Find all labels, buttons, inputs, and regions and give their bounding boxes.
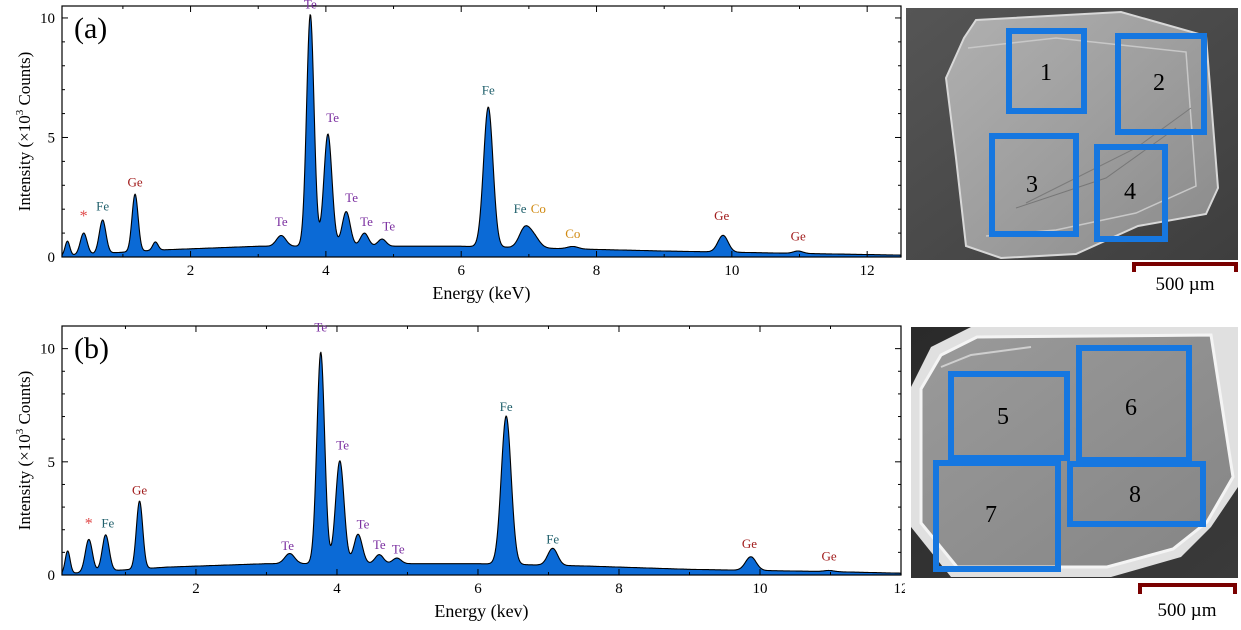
analysis-region-box [1067,461,1206,527]
x-tick-label: 10 [724,263,739,279]
region-label: 6 [1125,395,1137,421]
peak-label-ge: Ge [791,228,806,243]
x-tick-label: 12 [894,581,906,597]
y-axis-label: Intensity (×103 Counts) [14,371,34,531]
sem-image-b: 5 6 7 8 [911,327,1238,578]
panel-label: (a) [74,12,107,45]
x-axis-label: Energy (kev) [434,601,528,622]
y-tick-label: 0 [48,250,56,266]
peak-label-te: Te [304,0,317,11]
scalebar-label: 500 µm [1158,600,1217,621]
analysis-region-box [1094,144,1168,242]
analysis-region-box [989,133,1079,237]
region-label: 5 [997,404,1009,430]
peak-label-ge: Ge [127,174,142,189]
crystal-step-edge [940,346,1032,368]
peak-label-fe: Fe [514,201,527,216]
peak-label-te: Te [345,190,358,205]
spectrum-area [61,351,902,576]
analysis-region-box [933,460,1061,572]
crystal-step-edge [967,37,1197,237]
sem-image-a: 1 2 3 4 [906,8,1238,260]
peak-label-fe: Fe [101,515,114,530]
peak-label-co: Co [565,226,580,241]
analysis-region-box [1115,33,1207,135]
analysis-region-box [948,371,1070,461]
y-tick-label: 10 [40,11,55,27]
scalebar-a: 500 µm [1132,262,1238,295]
y-tick-label: 5 [48,130,56,146]
panel-label: (b) [74,332,109,365]
peak-label-te: Te [326,110,339,125]
region-label: 8 [1129,482,1141,508]
peak-label-te: Te [314,320,327,335]
region-label: 4 [1124,179,1136,205]
y-tick-label: 10 [40,342,55,358]
peak-label-ge: Ge [821,548,836,563]
x-axis-label: Energy (keV) [432,283,530,304]
plot-frame [61,325,902,576]
peak-label-star: * [80,208,88,225]
x-tick-label: 8 [615,581,623,597]
peak-label-te: Te [392,541,405,556]
peak-label-co: Co [531,201,546,216]
x-tick-label: 10 [752,581,767,597]
analysis-region-box [1006,28,1087,114]
x-tick-label: 12 [860,263,875,279]
analysis-region-box [1076,345,1192,463]
peak-label-te: Te [336,437,349,452]
peak-label-ge: Ge [714,208,729,223]
spectrum-area [61,14,902,258]
y-tick-label: 5 [48,455,56,471]
peak-label-fe: Fe [482,82,495,97]
peak-label-fe: Fe [546,531,559,546]
y-axis-label: Intensity (×103 Counts) [14,52,34,212]
x-tick-label: 6 [474,581,482,597]
x-tick-label: 2 [192,581,200,597]
x-tick-label: 4 [333,581,341,597]
peak-label-te: Te [360,214,373,229]
scalebar-line [1132,262,1238,272]
x-tick-label: 8 [593,263,601,279]
x-tick-label: 4 [322,263,330,279]
x-tick-label: 2 [187,263,195,279]
scalebar-b: 500 µm [1138,583,1237,621]
peak-label-te: Te [275,214,288,229]
peak-label-te: Te [373,537,386,552]
plot-frame [61,5,902,258]
region-label: 2 [1153,70,1165,96]
y-tick-label: 0 [48,568,56,584]
peak-label-star: * [85,516,93,533]
peak-label-te: Te [281,538,294,553]
x-tick-label: 6 [457,263,465,279]
peak-label-te: Te [357,517,370,532]
region-label: 3 [1026,172,1038,198]
peak-label-ge: Ge [742,536,757,551]
peak-label-te: Te [382,219,395,234]
region-label: 1 [1040,60,1052,86]
peak-label-ge: Ge [132,483,147,498]
scalebar-label: 500 µm [1156,274,1215,295]
peak-label-fe: Fe [96,198,109,213]
scalebar-line [1138,583,1237,594]
region-label: 7 [985,502,997,528]
peak-label-fe: Fe [500,399,513,414]
